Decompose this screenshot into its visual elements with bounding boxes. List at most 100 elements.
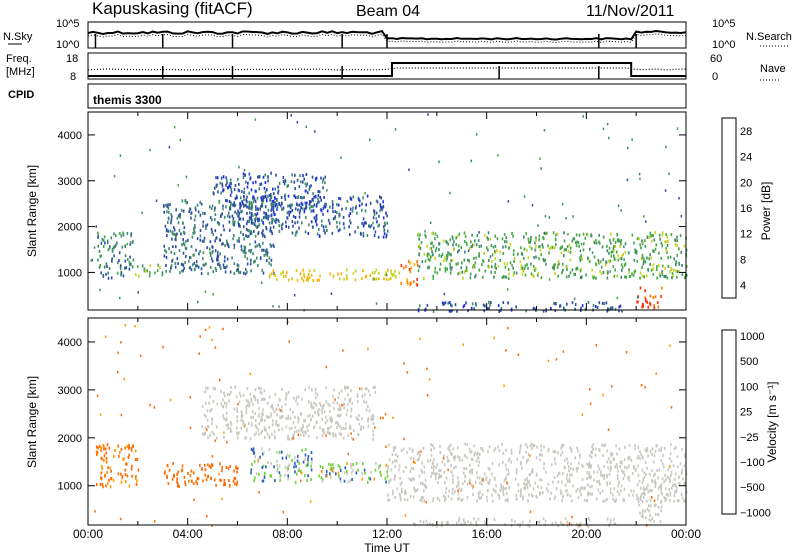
velocity-colorbar-tick: 500 <box>740 356 758 368</box>
echo-cell <box>349 221 352 225</box>
echo-cell <box>308 423 310 427</box>
echo-cell <box>477 456 480 460</box>
echo-cell <box>329 272 331 276</box>
echo-cell <box>463 231 466 235</box>
echo-cell <box>641 500 644 504</box>
echo-cell <box>451 491 454 495</box>
echo-cell <box>277 189 280 193</box>
echo-cell <box>503 233 506 236</box>
echo-cell <box>659 237 661 241</box>
echo-cell <box>252 447 255 451</box>
echo-cell <box>560 492 562 496</box>
echo-cell <box>255 431 257 435</box>
echo-cell <box>200 272 203 276</box>
echo-cell <box>295 399 297 403</box>
echo-cell <box>663 465 665 469</box>
echo-cell <box>430 246 433 250</box>
echo-cell <box>610 466 613 470</box>
echo-cell <box>236 467 239 470</box>
echo-cell <box>246 262 249 266</box>
echo-cell <box>405 491 407 495</box>
echo-cell <box>220 479 222 483</box>
echo-cell <box>581 486 584 490</box>
echo-cell <box>300 206 302 210</box>
echo-cell <box>642 495 645 499</box>
echo-cell <box>223 259 226 263</box>
echo-cell <box>606 122 609 126</box>
echo-cell <box>392 416 394 420</box>
echo-cell <box>681 447 683 451</box>
echo-cell <box>502 275 505 279</box>
echo-cell <box>462 518 465 522</box>
echo-cell <box>359 427 362 431</box>
echo-cell <box>298 203 301 207</box>
echo-cell <box>253 451 256 455</box>
echo-cell <box>96 453 98 457</box>
echo-cell <box>383 232 386 236</box>
echo-cell <box>475 520 477 524</box>
echo-cell <box>157 263 159 267</box>
echo-cell <box>455 465 457 469</box>
echo-cell <box>606 249 609 253</box>
echo-cell <box>540 448 543 452</box>
echo-cell <box>356 418 359 421</box>
echo-cell <box>417 232 420 236</box>
echo-cell <box>230 190 233 194</box>
echo-cell <box>124 324 127 327</box>
echo-cell <box>270 272 273 276</box>
echo-cell <box>171 477 174 481</box>
echo-cell <box>668 457 671 461</box>
echo-cell <box>628 443 631 447</box>
echo-cell <box>263 476 266 479</box>
echo-cell <box>678 247 680 251</box>
echo-cell <box>207 272 209 276</box>
echo-cell <box>410 466 413 470</box>
echo-cell <box>224 418 227 422</box>
echo-cell <box>409 283 412 287</box>
echo-cell <box>414 461 416 465</box>
noise-right-tick-bottom: 10^0 <box>712 39 736 51</box>
echo-cell <box>651 469 653 473</box>
echo-cell <box>257 232 259 236</box>
echo-cell <box>247 400 249 404</box>
echo-cell <box>536 445 538 449</box>
echo-cell <box>641 256 644 260</box>
echo-cell <box>301 207 304 211</box>
echo-cell <box>661 492 663 496</box>
echo-cell <box>243 245 246 249</box>
echo-cell <box>260 256 262 259</box>
echo-cell <box>641 512 644 515</box>
echo-cell <box>351 471 353 475</box>
echo-cell <box>506 481 508 484</box>
echo-cell <box>128 484 131 488</box>
echo-cell <box>418 474 421 478</box>
echo-cell <box>102 239 105 242</box>
echo-cell <box>539 491 541 495</box>
echo-cell <box>579 489 581 493</box>
echo-cell <box>451 453 453 456</box>
echo-cell <box>262 452 264 456</box>
echo-cell <box>291 277 293 281</box>
echo-cell <box>183 243 186 247</box>
echo-cell <box>425 235 427 239</box>
echo-cell <box>255 217 257 220</box>
echo-cell <box>323 403 325 407</box>
x-tick-label: 16:00 <box>472 527 502 541</box>
echo-cell <box>372 386 375 389</box>
echo-cell <box>287 194 290 198</box>
echo-cell <box>648 257 650 261</box>
echo-cell <box>331 206 334 210</box>
echo-cell <box>222 327 224 331</box>
echo-cell <box>304 453 307 457</box>
echo-cell <box>683 244 686 248</box>
echo-cell <box>434 270 436 274</box>
echo-cell <box>169 269 171 273</box>
echo-cell <box>535 245 537 249</box>
echo-cell <box>359 199 361 203</box>
echo-cell <box>617 204 620 207</box>
echo-cell <box>136 457 139 461</box>
echo-cell <box>591 445 593 449</box>
velocity-colorbar-label: Velocity [m s⁻¹] <box>765 381 779 462</box>
echo-cell <box>526 477 528 481</box>
echo-cell <box>251 202 253 206</box>
